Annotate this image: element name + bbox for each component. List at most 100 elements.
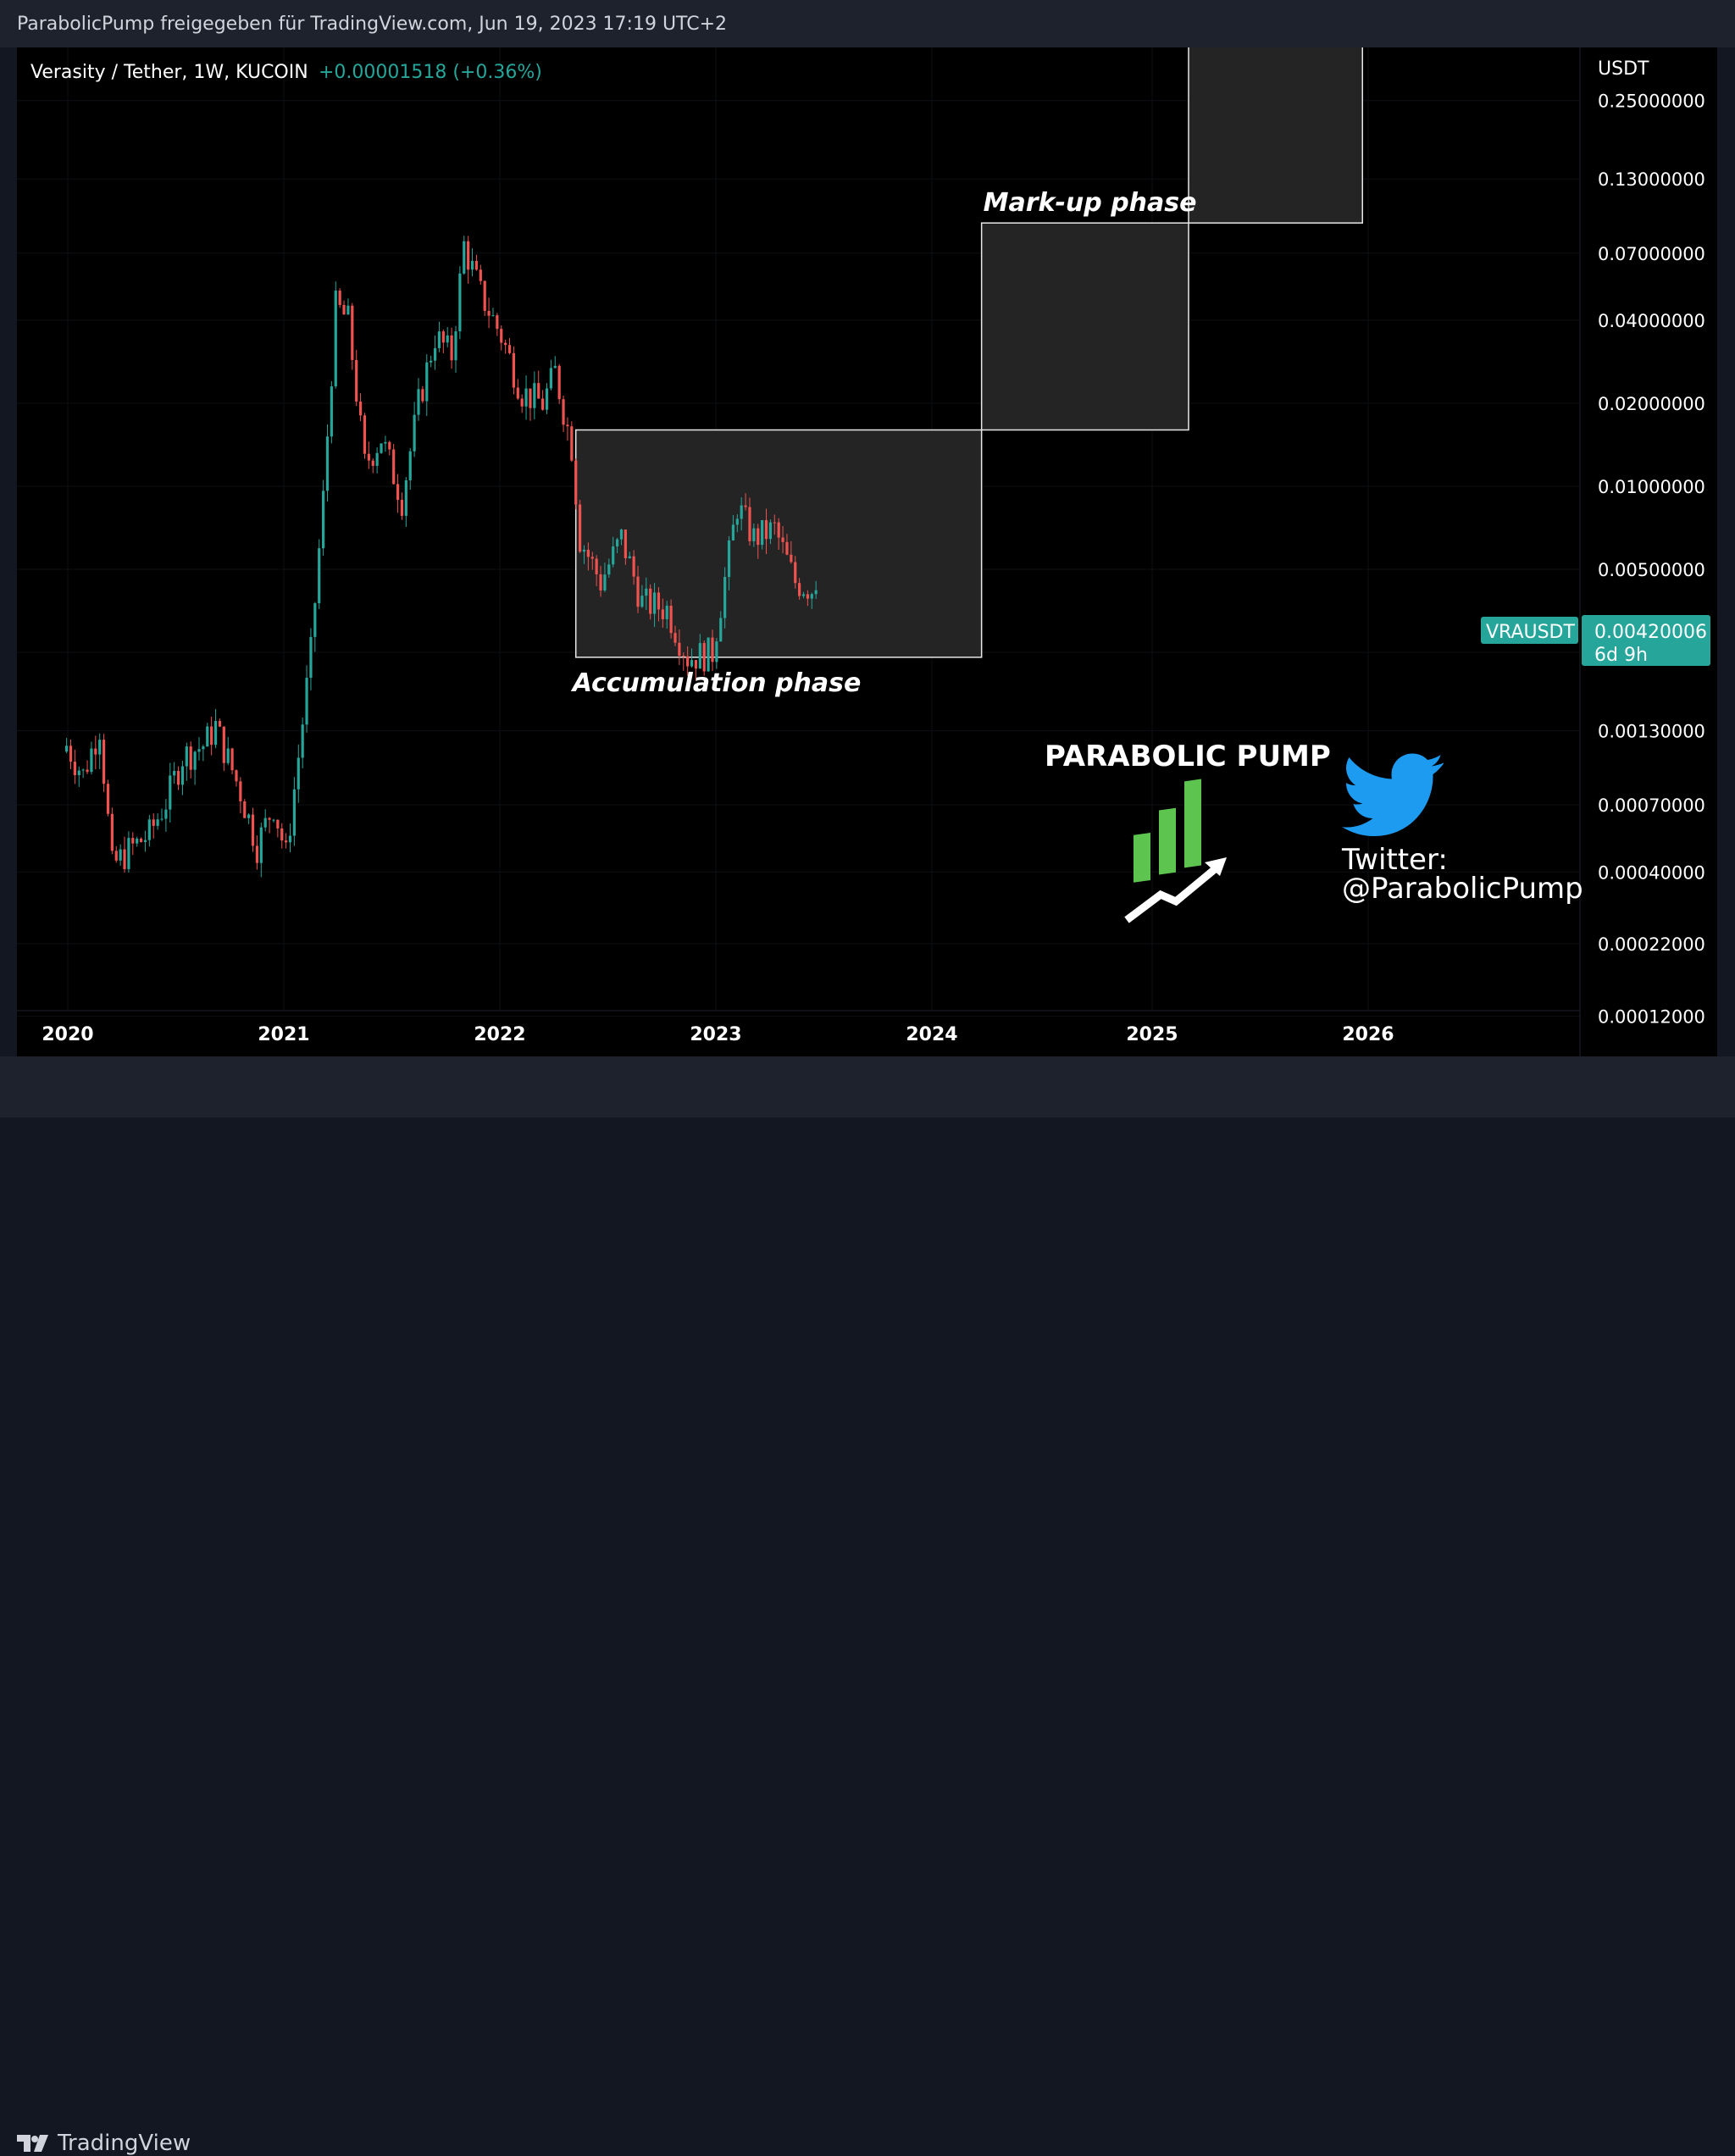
candle-body <box>557 365 561 400</box>
footer-bar: TradingView <box>0 1056 1735 2156</box>
candle-body <box>657 592 661 610</box>
candle-body <box>239 781 242 801</box>
candle-body <box>678 642 681 657</box>
share-header: ParabolicPump freigegeben für TradingVie… <box>0 0 1735 47</box>
candle-body <box>173 771 176 776</box>
candle-body <box>748 507 751 541</box>
candle-body <box>463 241 466 274</box>
candle-body <box>537 383 540 399</box>
candle-body <box>197 749 201 752</box>
candle-body <box>545 388 549 410</box>
twitter-label: Twitter: <box>1341 843 1448 877</box>
candle-body <box>94 748 97 755</box>
candle-body <box>213 721 218 745</box>
price-tick-label: 0.00022000 <box>1598 934 1705 955</box>
twitter-handle[interactable]: @ParabolicPump <box>1342 872 1583 906</box>
candle-body <box>404 479 407 516</box>
candle-body <box>458 273 462 332</box>
candle-body <box>235 770 238 782</box>
candle-body <box>218 721 222 727</box>
candle-body <box>669 605 673 634</box>
price-tick-label: 0.00012000 <box>1598 1007 1705 1028</box>
candle-body <box>430 360 433 363</box>
grid-lines <box>17 47 1580 1017</box>
candle-body <box>757 528 760 546</box>
price-axis-unit: USDT <box>1598 58 1649 80</box>
price-badge-countdown: 6d 9h <box>1594 645 1648 666</box>
twitter-bird-icon <box>1342 753 1444 836</box>
candle-body <box>507 345 512 353</box>
candle-body <box>649 588 652 614</box>
candle-body <box>524 388 528 407</box>
time-tick-label: 2025 <box>1126 1024 1178 1045</box>
candle-body <box>152 819 155 826</box>
candle-body <box>777 522 780 538</box>
candle-body <box>305 678 308 725</box>
candle-body <box>707 637 710 672</box>
time-axis-ticks: 2020 2021 2022 2023 2024 2025 2026 <box>42 1024 1394 1045</box>
candle-body <box>131 838 135 844</box>
candle-body <box>119 849 122 861</box>
candle-body <box>280 828 284 841</box>
candle-body <box>114 851 118 861</box>
candle-body <box>206 726 209 747</box>
candle-body <box>81 769 85 771</box>
candle-body <box>673 633 677 643</box>
candle-body <box>682 656 685 657</box>
candle-body <box>570 426 574 461</box>
candle-body <box>123 849 126 869</box>
candle-body <box>77 770 80 776</box>
candle-body <box>549 368 552 389</box>
candle-body <box>810 594 813 599</box>
candle-body <box>65 745 69 752</box>
candle-body <box>139 838 143 842</box>
candle-body <box>541 398 545 410</box>
candle-body <box>450 335 453 361</box>
candle-body <box>169 775 172 810</box>
candle-body <box>346 305 350 315</box>
candle-body <box>711 637 714 662</box>
candle-body <box>388 441 391 450</box>
candle-body <box>301 724 304 758</box>
candle-body <box>474 260 479 270</box>
candle-body <box>483 280 486 311</box>
candle-body <box>433 347 437 361</box>
candle-body <box>176 771 180 785</box>
candle-body <box>263 818 267 828</box>
current-price-badge[interactable]: VRAUSDT 0.00420006 6d 9h <box>1481 615 1710 666</box>
candle-body <box>259 827 263 863</box>
candle-body <box>727 540 731 578</box>
candle-body <box>735 518 739 525</box>
price-tick-label: 0.13000000 <box>1598 169 1705 190</box>
candle-body <box>479 269 482 281</box>
price-tick-label: 0.07000000 <box>1598 244 1705 264</box>
candle-body <box>454 331 457 361</box>
candle-body <box>268 818 271 820</box>
candle-body <box>516 387 519 399</box>
candle-body <box>160 818 164 820</box>
price-tick-label: 0.01000000 <box>1598 477 1705 497</box>
candle-body <box>794 562 797 584</box>
candle-body <box>740 505 743 519</box>
candle-body <box>243 801 247 818</box>
twitter-brand: Twitter: @ParabolicPump <box>1341 753 1583 906</box>
candle-body <box>371 460 374 466</box>
candle-body <box>632 556 635 577</box>
tradingview-brand: TradingView <box>58 2131 191 2156</box>
candle-body <box>342 304 346 315</box>
candle-body <box>814 590 818 595</box>
candle-body <box>624 529 627 558</box>
tradingview-logo[interactable]: TradingView <box>17 2131 191 2156</box>
time-tick-label: 2026 <box>1342 1024 1394 1045</box>
price-tick-label: 0.00070000 <box>1598 795 1705 816</box>
candle-body <box>504 342 507 346</box>
price-badge-value: 0.00420006 <box>1594 622 1707 643</box>
candle-body <box>690 660 694 667</box>
symbol-title[interactable]: Verasity / Tether, 1W, KUCOIN <box>30 62 308 83</box>
candle-body <box>470 260 474 270</box>
candle-body <box>603 574 607 590</box>
time-tick-label: 2023 <box>690 1024 741 1045</box>
candle-body <box>380 443 383 453</box>
